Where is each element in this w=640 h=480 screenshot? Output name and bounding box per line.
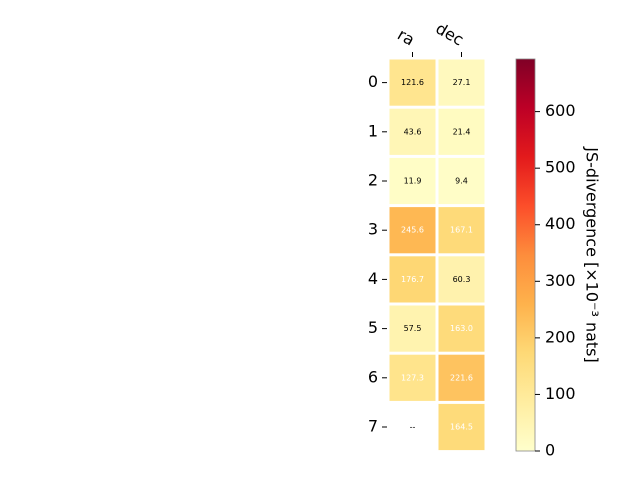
colorbar-title: JS-divergence [×10⁻³ nats] [583, 146, 602, 362]
row-label-2: 2 [368, 171, 378, 190]
cell-label: 9.4 [455, 177, 468, 186]
cell-label: 245.6 [401, 226, 424, 235]
colorbar-ticks: 0 100 200 300 400 500 600 [535, 101, 576, 460]
row-label-3: 3 [368, 220, 378, 239]
cell-label: 127.3 [401, 373, 424, 382]
row-label-1: 1 [368, 121, 378, 140]
heatmap-cell [389, 305, 436, 352]
heatmap-cell [389, 157, 436, 205]
cell-label: 176.7 [401, 275, 424, 284]
colorbar-tick-label: 300 [545, 271, 576, 290]
row-label-5: 5 [368, 318, 378, 337]
cell-label: 163.0 [450, 324, 473, 333]
cell-label: 167.1 [450, 226, 473, 235]
cell-label: 121.6 [401, 78, 424, 87]
cell-label: -- [410, 423, 416, 432]
heatmap-cell [438, 256, 485, 303]
cell-label: 27.1 [453, 78, 471, 87]
cell-label: 60.3 [453, 275, 471, 284]
heatmap-grid: 121.6 27.1 43.6 21.4 11.9 9.4 245.6 167.1 176.7 6… [389, 59, 485, 451]
row-labels: 0 1 2 3 4 5 6 7 [368, 72, 387, 436]
column-label-ra: ra [394, 25, 418, 50]
heatmap-cell [438, 59, 485, 106]
heatmap-cell [438, 403, 485, 451]
row-label-6: 6 [368, 367, 378, 386]
heatmap-cell [438, 207, 485, 254]
cell-label: 57.5 [404, 324, 422, 333]
heatmap-cell [389, 403, 436, 451]
heatmap-cell [389, 108, 436, 155]
heatmap-cell [438, 157, 485, 205]
heatmap-cell [389, 207, 436, 254]
heatmap-cell [438, 108, 485, 155]
colorbar-tick-label: 600 [545, 101, 576, 120]
colorbar-tick-label: 500 [545, 158, 576, 177]
colorbar: 0 100 200 300 400 500 600 JS-divergence [×10⁻³… [515, 58, 602, 460]
cell-label: 11.9 [404, 177, 422, 186]
colorbar-tick-label: 400 [545, 214, 576, 233]
colorbar-tick-label: 0 [545, 441, 555, 460]
colorbar-gradient [515, 58, 536, 452]
cell-label: 43.6 [404, 127, 422, 136]
row-label-0: 0 [368, 72, 378, 91]
cell-label: 21.4 [453, 127, 471, 136]
column-labels: ra dec [394, 19, 467, 57]
heatmap-cell [389, 354, 436, 401]
heatmap-cell [438, 354, 485, 401]
cell-label: 164.5 [450, 423, 473, 432]
heatmap-cell [389, 256, 436, 303]
column-label-dec: dec [433, 19, 467, 50]
row-label-7: 7 [368, 417, 378, 436]
heatmap-cell [389, 59, 436, 106]
colorbar-tick-label: 100 [545, 384, 576, 403]
cell-label: 221.6 [450, 373, 473, 382]
colorbar-tick-label: 200 [545, 327, 576, 346]
heatmap-cell [438, 305, 485, 352]
row-label-4: 4 [368, 269, 378, 288]
